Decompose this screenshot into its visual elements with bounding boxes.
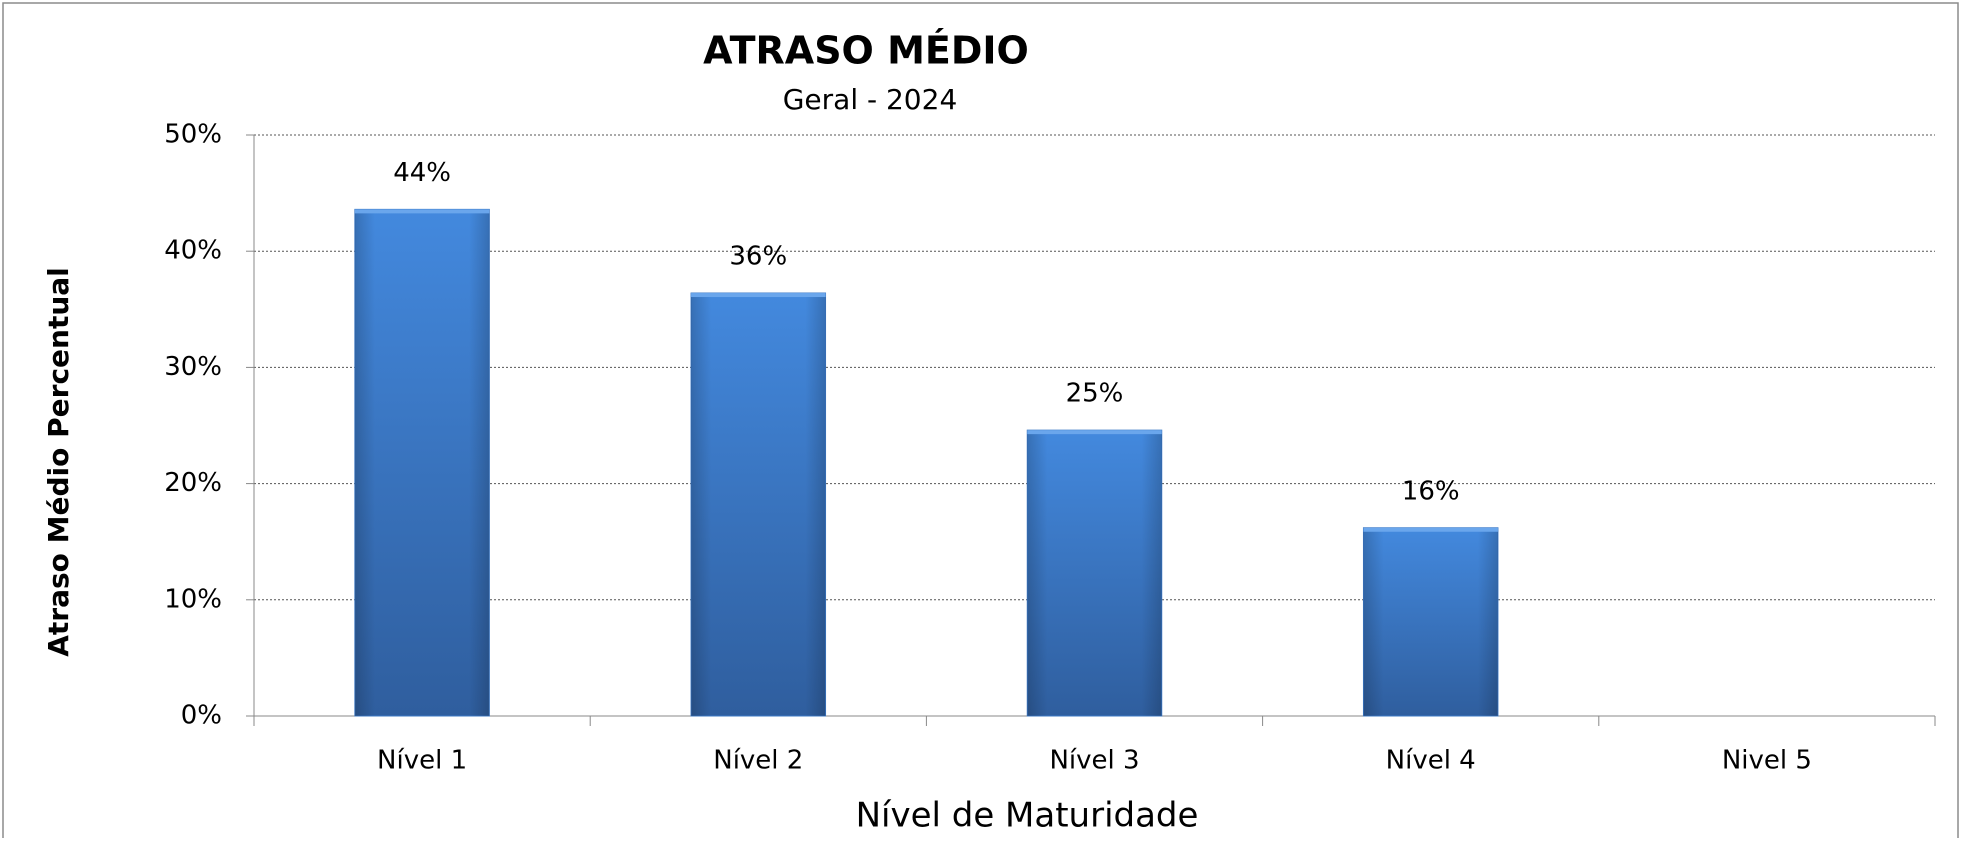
y-tick-label: 10% (164, 584, 222, 614)
x-axis-label: Nível de Maturidade (856, 796, 1199, 836)
x-tick-label: Nível 3 (1049, 746, 1139, 776)
y-tick-label: 0% (181, 701, 222, 731)
chart-subtitle: Geral - 2024 (783, 83, 958, 116)
x-tick-label: Nível 4 (1386, 746, 1476, 776)
x-tick-label: Nivel 5 (1722, 746, 1812, 776)
chart-title: ATRASO MÉDIO (703, 29, 1029, 73)
data-label: 36% (729, 242, 787, 272)
y-axis-label: Atraso Médio Percentual (42, 267, 75, 657)
data-label: 16% (1402, 476, 1460, 506)
y-tick-label: 50% (164, 120, 222, 150)
data-label: 44% (393, 158, 451, 188)
y-tick-label: 30% (164, 352, 222, 382)
bar-top (354, 209, 490, 214)
x-tick-label: Nível 2 (713, 746, 803, 776)
data-label: 25% (1066, 379, 1124, 409)
bar-shade (1027, 430, 1162, 716)
bar-top (1363, 527, 1498, 532)
x-tick-label: Nível 1 (377, 746, 467, 776)
y-tick-label: 40% (164, 236, 222, 266)
bar-top (1027, 430, 1162, 435)
bar-shade (691, 293, 826, 716)
bar-top (691, 293, 826, 298)
bar-shade (1363, 527, 1498, 716)
bar-shade (354, 209, 490, 717)
y-tick-label: 20% (164, 468, 222, 498)
